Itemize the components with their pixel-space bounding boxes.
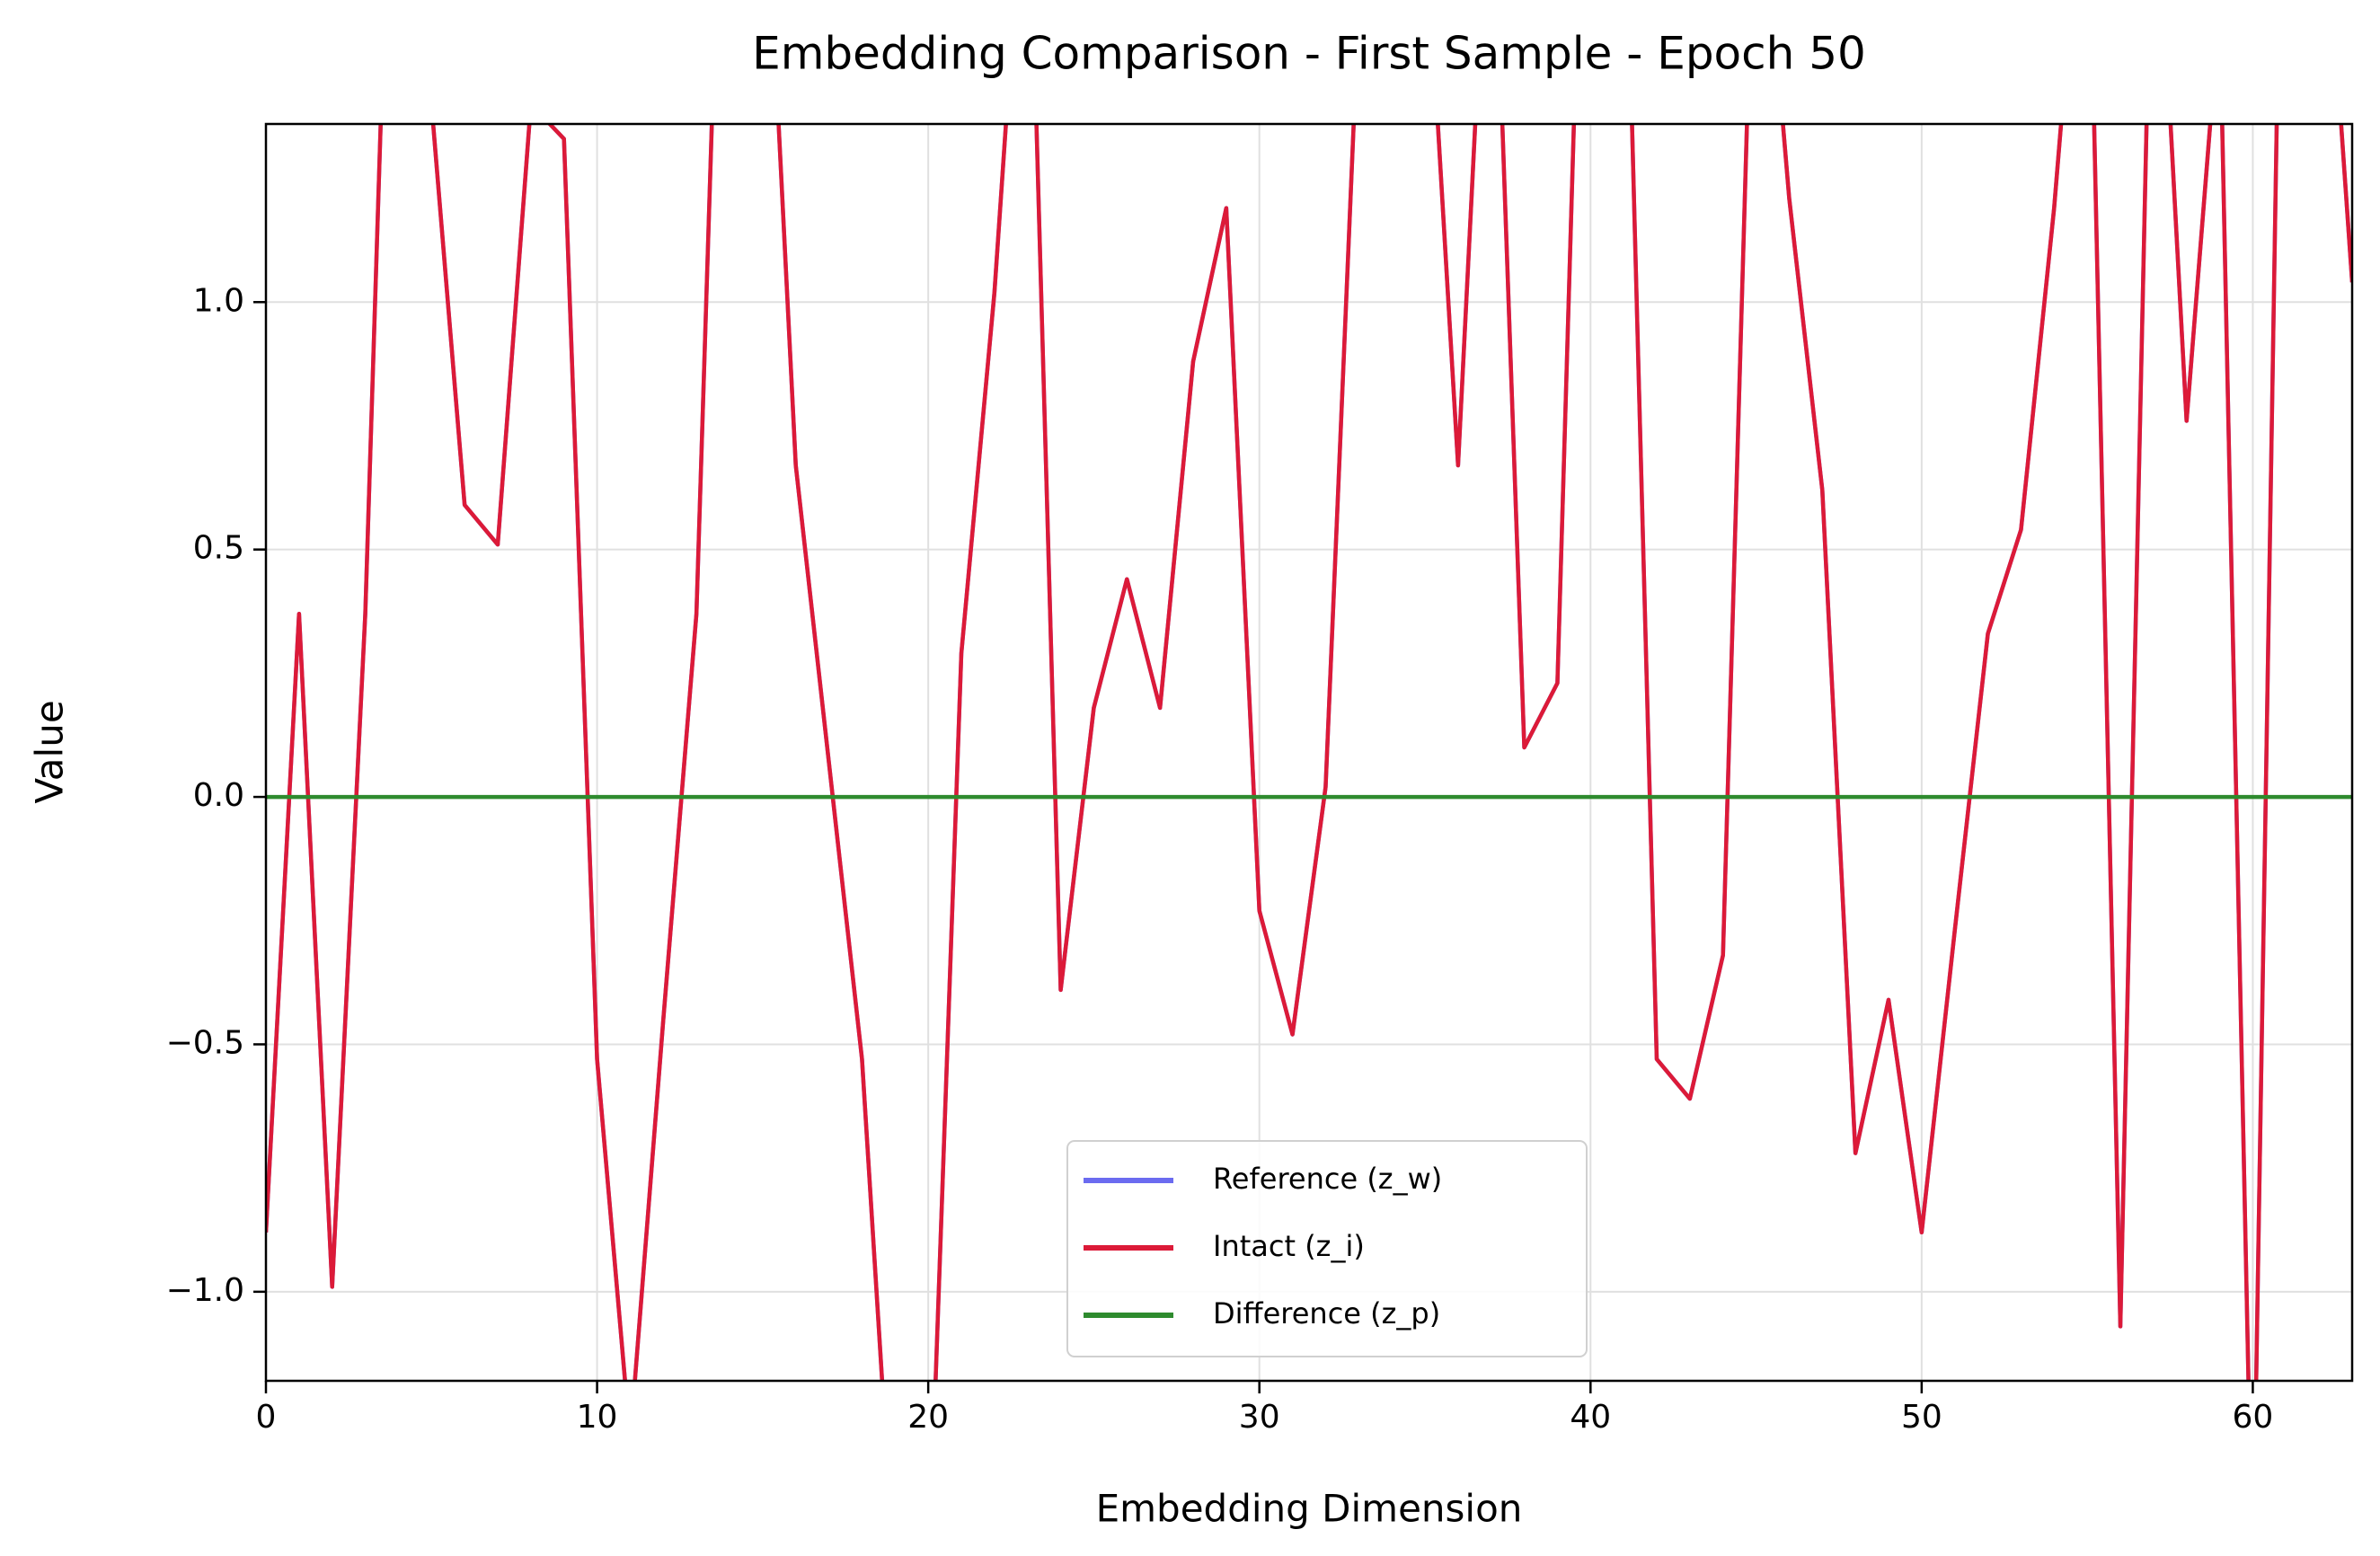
- x-tick-label: 50: [1901, 1399, 1942, 1436]
- y-axis-label: Value: [28, 700, 72, 803]
- x-tick-label: 30: [1239, 1399, 1280, 1436]
- series-line: [266, 124, 2352, 1381]
- legend-label: Difference (z_p): [1213, 1296, 1440, 1331]
- legend-label: Reference (z_w): [1213, 1162, 1442, 1196]
- plot-area: [266, 124, 2352, 1381]
- legend: Reference (z_w) Intact (z_i) Difference (z…: [1066, 1140, 1588, 1357]
- y-tick-label: 0.0: [193, 777, 244, 814]
- y-tick-label: 1.0: [193, 282, 244, 319]
- y-tick-label: −0.5: [166, 1024, 244, 1061]
- legend-label: Intact (z_i): [1213, 1229, 1365, 1263]
- x-tick-label: 60: [2233, 1399, 2274, 1436]
- ticks: 0 10 20 30 40 50 60 −1.0 −0.5 0.0 0.5 1.0: [166, 282, 2274, 1436]
- legend-box: [1066, 1140, 1588, 1357]
- x-tick-label: 20: [907, 1399, 949, 1436]
- axes-frame: [264, 122, 2354, 1383]
- y-tick-label: −1.0: [166, 1272, 244, 1309]
- x-tick-label: 0: [256, 1399, 277, 1436]
- x-tick-label: 10: [577, 1399, 618, 1436]
- x-axis-label: Embedding Dimension: [1096, 1487, 1523, 1531]
- x-tick-label: 40: [1570, 1399, 1611, 1436]
- y-tick-label: 0.5: [193, 530, 244, 567]
- chart-title: Embedding Comparison - First Sample - Ep…: [752, 28, 1866, 80]
